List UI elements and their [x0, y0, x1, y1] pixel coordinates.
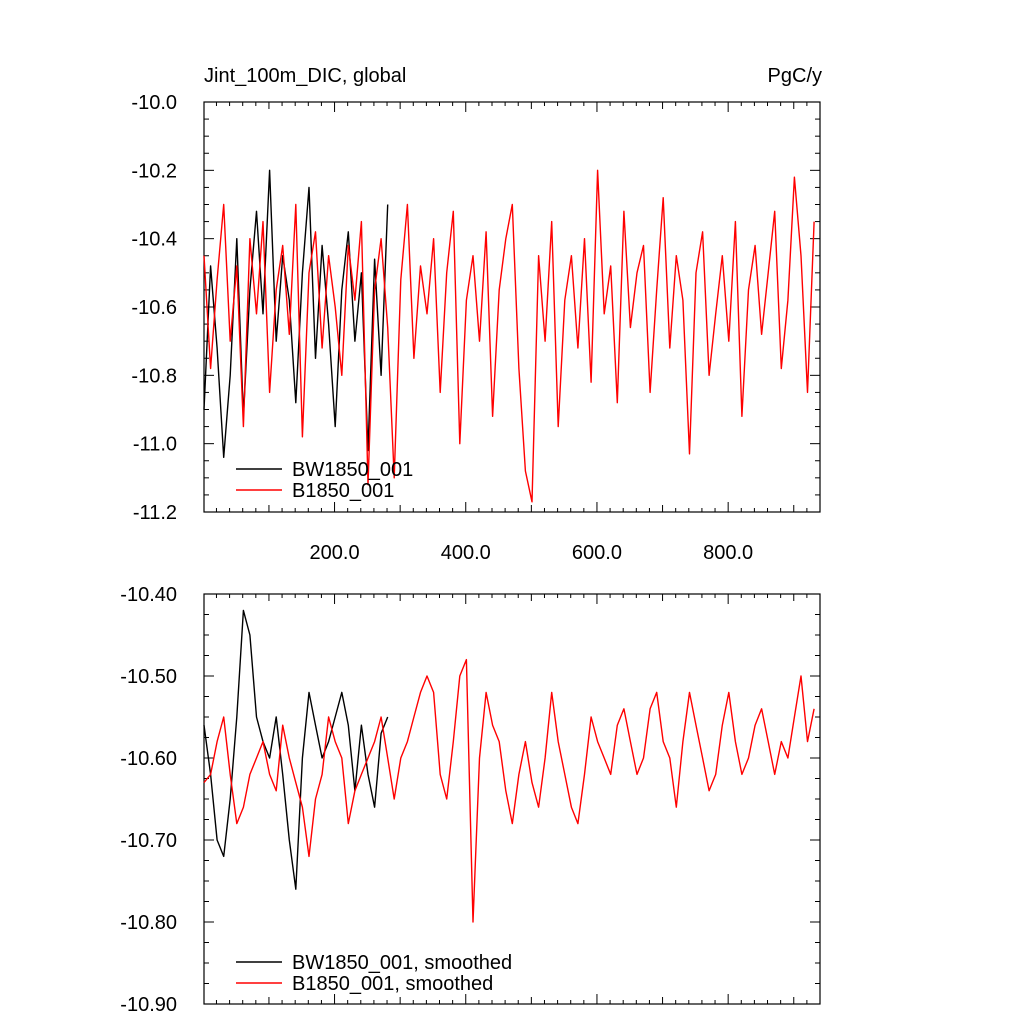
series-line-1 [203, 169, 815, 503]
y-tick-label: -10.0 [131, 92, 177, 114]
legend-label-b1850: B1850_001 [292, 480, 394, 502]
y-tick-label: -10.90 [120, 994, 177, 1016]
y-tick-label: -10.4 [131, 229, 177, 251]
bottom-panel: -10.40 -10.50 -10.60 -10.70 -10.80 -10.90 BW1… [120, 584, 821, 1016]
bottom-plot-frame [203, 593, 821, 1005]
y-tick-label: -10.8 [131, 365, 177, 387]
x-tick-label: 400.0 [441, 542, 491, 564]
top-panel: Jint_100m_DIC, global PgC/y -10.0-10.2-1… [131, 65, 822, 564]
series-line-0 [203, 609, 389, 890]
top-axes: -10.0 -10.2 -10.4 -10.6 -10.8 -11.0 -11.2 200.0… [131, 92, 820, 564]
x-tick-label: 200.0 [310, 542, 360, 564]
y-tick-label: -10.70 [120, 830, 177, 852]
legend-label-bw1850-smoothed: BW1850_001, smoothed [292, 952, 512, 974]
x-tick-label: 800.0 [703, 542, 753, 564]
bottom-axes: -10.40 -10.50 -10.60 -10.70 -10.80 -10.90 [120, 584, 820, 1016]
y-tick-label: -10.6 [131, 297, 177, 319]
series-line-1 [203, 658, 815, 923]
top-legend: BW1850_001 B1850_001 [236, 459, 413, 502]
y-tick-label: -10.40 [120, 584, 177, 606]
y-tick-label: -10.60 [120, 748, 177, 770]
bottom-series [203, 609, 815, 923]
top-plot-frame [203, 101, 821, 513]
y-tick-label: -10.50 [120, 666, 177, 688]
top-title-left: Jint_100m_DIC, global [204, 65, 406, 87]
top-title-right: PgC/y [768, 65, 822, 87]
legend-label-b1850-smoothed: B1850_001, smoothed [292, 973, 493, 995]
y-tick-label: -11.2 [133, 502, 177, 524]
y-tick-label: -11.0 [133, 434, 177, 456]
y-tick-label: -10.80 [120, 912, 177, 934]
bottom-legend: BW1850_001, smoothed B1850_001, smoothed [236, 952, 512, 995]
top-series [203, 169, 815, 503]
x-tick-label: 600.0 [572, 542, 622, 564]
y-tick-label: -10.2 [131, 160, 177, 182]
legend-label-bw1850: BW1850_001 [292, 459, 413, 481]
